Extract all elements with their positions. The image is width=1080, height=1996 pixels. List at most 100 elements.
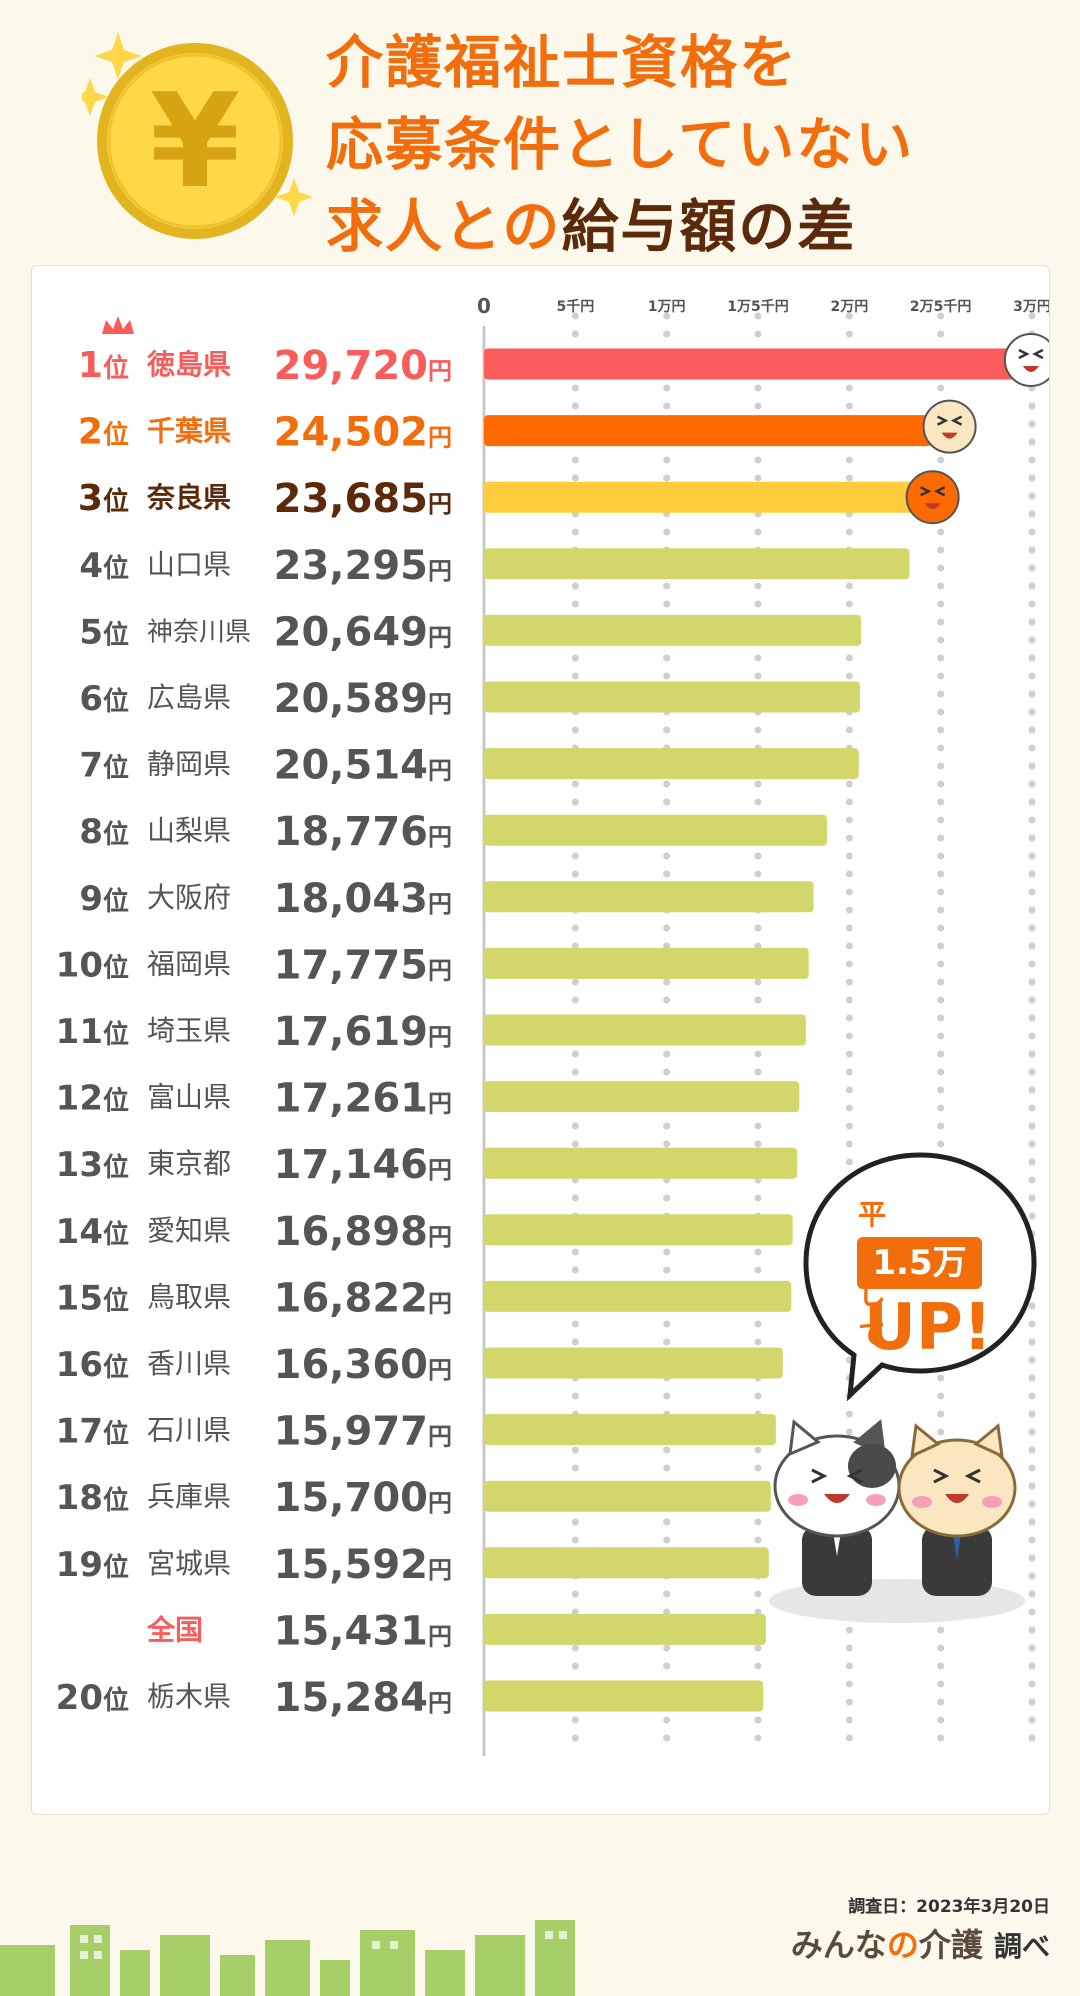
bubble-chip: 1.5万円 <box>857 1237 982 1335</box>
x-tick-label: 2万円 <box>830 299 868 315</box>
rank-label: 4位 <box>79 546 129 586</box>
brand-no: の <box>886 1926 919 1964</box>
rank-label: 9位 <box>79 879 129 919</box>
value-label: 16,822円 <box>274 1275 452 1321</box>
title-line3-a: 求人との <box>326 194 562 260</box>
brand-logo: みんなの介護 調べ <box>791 1920 1050 1966</box>
value-label: 17,619円 <box>274 1009 452 1055</box>
orange-mascot-icon-eye <box>933 486 946 497</box>
bar-4 <box>484 548 910 580</box>
rank-label: 16位 <box>56 1345 129 1385</box>
value-label: 17,775円 <box>274 942 452 988</box>
prefecture-name: 栃木県 <box>147 1680 231 1713</box>
value-label: 20,514円 <box>274 743 452 789</box>
rank-label: 1位 <box>78 345 129 386</box>
prefecture-name: 神奈川県 <box>147 617 251 647</box>
title-line3: 求人との給与額の差 <box>326 186 914 268</box>
value-label: 15,284円 <box>274 1675 452 1721</box>
bar-20 <box>484 1613 766 1645</box>
x-tick-label: 5千円 <box>556 298 594 315</box>
bar-3 <box>484 481 917 513</box>
bar-8 <box>484 814 827 846</box>
bar-2 <box>484 415 932 447</box>
rank-label: 17位 <box>56 1412 129 1452</box>
value-label: 15,431円 <box>274 1608 452 1654</box>
cat-calico-icon-eye <box>1018 348 1030 360</box>
cat-mascots-icon <box>769 1419 1025 1623</box>
bar-17 <box>484 1414 776 1446</box>
x-tick-label: 0 <box>477 294 491 318</box>
x-tick-label: 1万5千円 <box>727 298 788 315</box>
rank-label: 15位 <box>56 1278 129 1318</box>
bar-14 <box>484 1214 793 1246</box>
x-tick-label: 2万5千円 <box>910 298 971 315</box>
brand-b: 介護 <box>918 1926 983 1964</box>
rank-label: 5位 <box>79 612 129 652</box>
value-label: 15,700円 <box>274 1475 452 1521</box>
bar-1 <box>484 348 1027 380</box>
title-line1: 介護福祉士資格を <box>326 30 798 96</box>
prefecture-name: 鳥取県 <box>147 1280 231 1313</box>
cat-tabby-icon-eye <box>950 415 963 426</box>
coin-symbol: ¥ <box>150 65 240 217</box>
bar-6 <box>484 681 861 713</box>
page-title: 介護福祉士資格を 応募条件としていない 求人との給与額の差 <box>326 22 914 268</box>
orange-mascot-icon-mouth <box>924 503 941 510</box>
prefecture-name: 愛知県 <box>147 1214 231 1247</box>
value-label: 16,898円 <box>274 1209 452 1255</box>
bar-15 <box>484 1280 792 1312</box>
rank-label: 19位 <box>56 1545 129 1585</box>
prefecture-name: 千葉県 <box>147 415 231 448</box>
value-label: 18,776円 <box>274 809 452 855</box>
prefecture-name: 広島県 <box>147 681 231 714</box>
value-label: 15,592円 <box>274 1542 452 1588</box>
bar-5 <box>484 614 862 646</box>
prefecture-name: 香川県 <box>147 1347 231 1380</box>
prefecture-name: 全国 <box>146 1613 203 1646</box>
cat-calico-icon-eye <box>1032 348 1044 360</box>
survey-date: 調査日：2023年3月20日 <box>848 1897 1050 1917</box>
prefecture-name: 大阪府 <box>147 881 231 914</box>
bar-18 <box>484 1480 771 1512</box>
bar-21 <box>484 1680 764 1712</box>
value-label: 15,977円 <box>274 1409 452 1455</box>
brand-sub: 調べ <box>993 1930 1050 1963</box>
prefecture-name: 宮城県 <box>147 1547 231 1580</box>
rank-label: 2位 <box>78 412 129 453</box>
prefecture-name: 静岡県 <box>147 748 231 781</box>
cat-tabby-icon-eye <box>937 415 949 426</box>
rank-label: 12位 <box>56 1079 129 1119</box>
title-line3-b: 給与額の差 <box>561 194 857 260</box>
bar-7 <box>484 748 859 780</box>
rank-label: 18位 <box>56 1478 129 1518</box>
brand-a: みんな <box>790 1926 887 1964</box>
prefecture-name: 福岡県 <box>147 947 231 980</box>
bar-9 <box>484 881 814 913</box>
rank-label: 13位 <box>56 1145 129 1185</box>
bar-11 <box>484 1014 806 1046</box>
header: ¥ 介護福祉士資格を 応募条件としていない 求人との給与額の差 <box>0 0 1080 260</box>
prefecture-name: 奈良県 <box>146 481 231 514</box>
value-label: 20,589円 <box>274 676 452 722</box>
ranking-bar-chart: 0 5千円 1万円 1万5千円 2万円 2万5千円 3万円 1位 徳島県 29,720円 2位 千葉県… <box>56 294 1049 1760</box>
value-label: 29,720円 <box>274 343 452 389</box>
title-line2: 応募条件としていない <box>326 112 915 178</box>
prefecture-name: 山梨県 <box>147 814 231 847</box>
prefecture-name: 徳島県 <box>146 348 231 381</box>
bar-19 <box>484 1547 769 1579</box>
cat-tabby-icon-mouth <box>941 432 958 439</box>
rank-label: 6位 <box>79 679 129 719</box>
value-label: 24,502円 <box>274 410 452 456</box>
prefecture-name: 埼玉県 <box>147 1014 231 1047</box>
city-skyline-icon <box>0 1920 575 1996</box>
bar-12 <box>484 1081 800 1113</box>
x-tick-label: 3万円 <box>1013 299 1049 315</box>
value-label: 23,295円 <box>274 543 452 589</box>
x-tick-label: 1万円 <box>648 299 686 315</box>
value-label: 17,146円 <box>274 1142 452 1188</box>
bubble-up: UP! <box>864 1291 993 1365</box>
chart-card: 0 5千円 1万円 1万5千円 2万円 2万5千円 3万円 1位 徳島県 29,720円 2位 千葉県… <box>31 265 1050 1815</box>
rank-label: 3位 <box>78 478 129 519</box>
prefecture-name: 富山県 <box>147 1081 231 1114</box>
rank-label: 10位 <box>56 945 129 985</box>
